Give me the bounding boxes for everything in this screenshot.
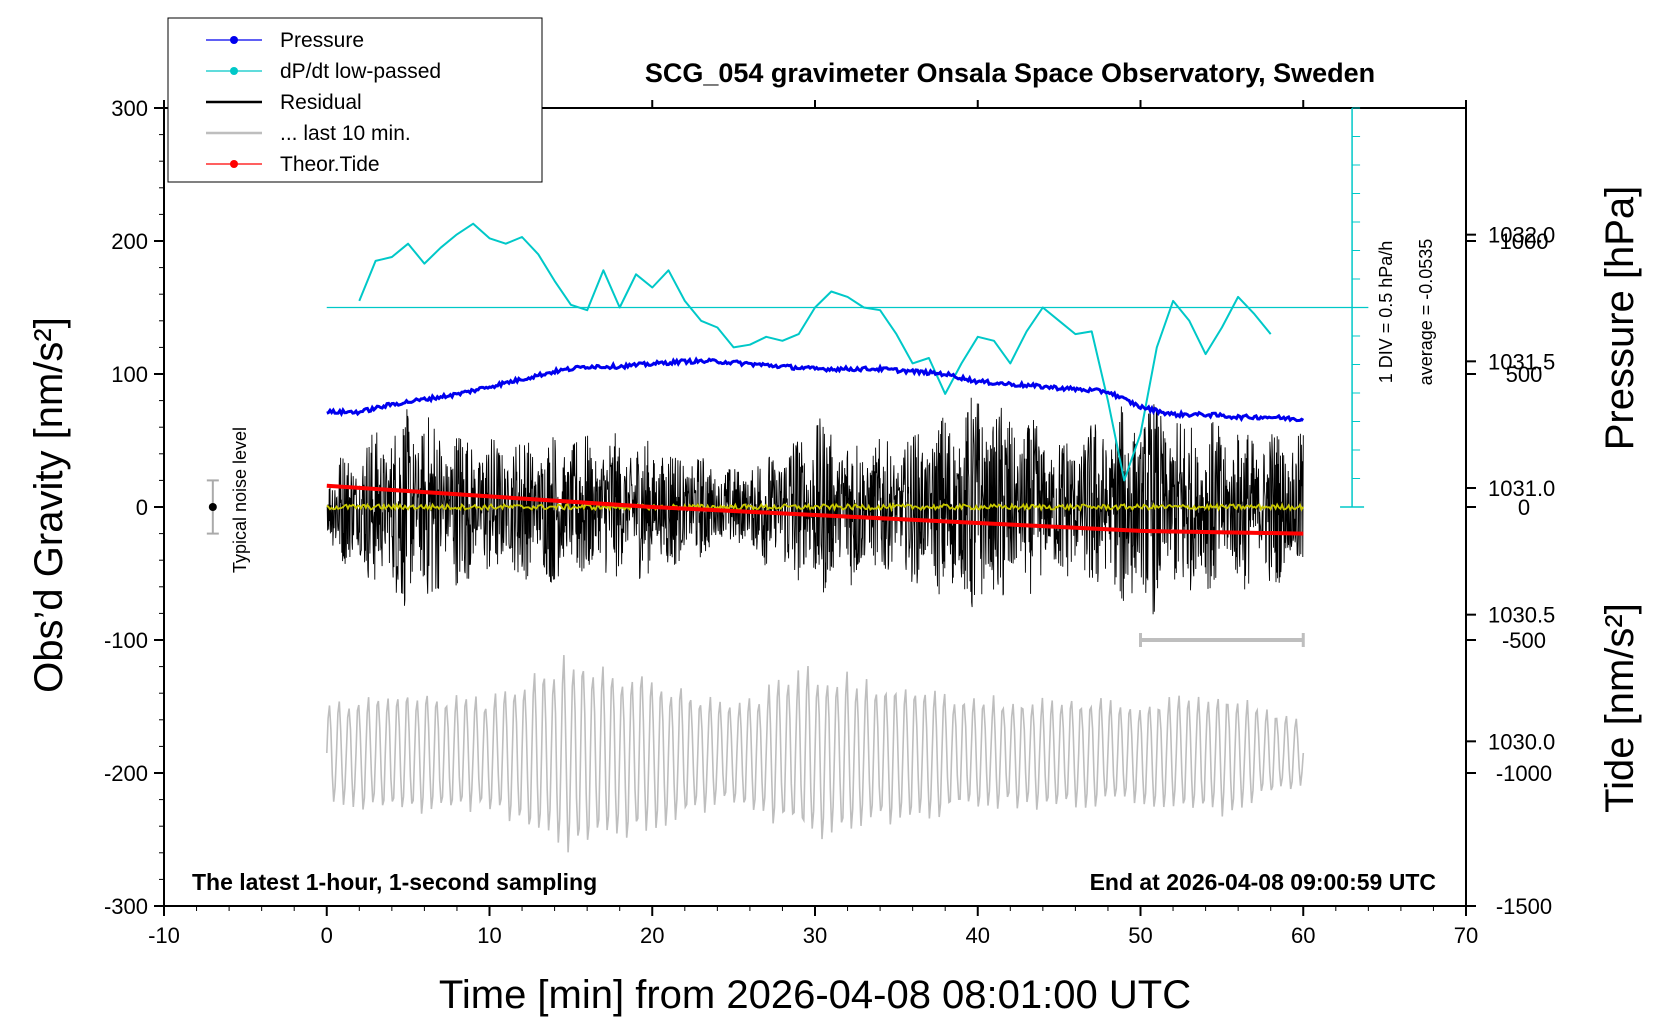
pressure-tick-label: 1031.5: [1488, 349, 1555, 374]
latest-hour-note: The latest 1-hour, 1-second sampling: [192, 869, 597, 895]
y-tick-label: 100: [111, 362, 148, 387]
tide-series: [326, 483, 1304, 536]
legend-label: dP/dt low-passed: [280, 60, 441, 83]
x-tick-label: -10: [148, 923, 180, 948]
x-axis-label: Time [min] from 2026-04-08 08:01:00 UTC: [439, 973, 1191, 1017]
div-scale-label: 1 DIV = 0.5 hPa/h: [1376, 241, 1396, 384]
pressure-tick-label: 1031.0: [1488, 476, 1555, 501]
legend-marker: [230, 160, 238, 168]
legend-label: ... last 10 min.: [280, 122, 411, 145]
dpdt-series: [358, 222, 1272, 482]
x-tick-label: 0: [321, 923, 333, 948]
legend-marker: [230, 67, 238, 75]
x-tick-label: 70: [1454, 923, 1478, 948]
tide-tick-label: -500: [1502, 628, 1546, 653]
y-tick-label: -200: [104, 761, 148, 786]
tide-tick-label: -1500: [1496, 894, 1552, 919]
y-tick-label: -300: [104, 894, 148, 919]
chart-title: SCG_054 gravimeter Onsala Space Observat…: [645, 58, 1375, 88]
average-label: average = -0.0535: [1416, 239, 1436, 386]
tide-tick-label: 0: [1518, 495, 1530, 520]
x-tick-label: 50: [1128, 923, 1152, 948]
legend-box: [167, 17, 543, 183]
legend-marker: [230, 36, 238, 44]
residual-series: [326, 397, 1304, 615]
x-tick-label: 60: [1291, 923, 1315, 948]
tide-tick-label: -1000: [1496, 761, 1552, 786]
x-tick-label: 40: [966, 923, 990, 948]
pressure-tick-label: 1030.5: [1488, 603, 1555, 628]
last-10-min-series: [326, 655, 1305, 853]
y-axis-label-left: Obs’d Gravity [nm/s²]: [27, 317, 71, 693]
y-tick-label: 0: [136, 495, 148, 520]
y-axis-label-pressure: Pressure [hPa]: [1598, 186, 1642, 451]
y-tick-label: -100: [104, 628, 148, 653]
pressure-tick-label: 1030.0: [1488, 729, 1555, 754]
y-tick-label: 300: [111, 96, 148, 121]
end-time-note: End at 2026-04-08 09:00:59 UTC: [1090, 869, 1436, 895]
x-tick-label: 20: [640, 923, 664, 948]
pressure-series: [326, 356, 1305, 423]
y-axis-label-tide: Tide [nm/s²]: [1598, 603, 1642, 813]
x-tick-label: 30: [803, 923, 827, 948]
residual-smoothed-line: [326, 502, 1305, 513]
legend-label: Residual: [280, 91, 362, 114]
chart-legend: Pressure dP/dt low-passed Residual ... last…: [167, 17, 543, 183]
noise-level-label: Typical noise level: [230, 427, 250, 573]
tide-tick-label: 1000: [1500, 229, 1549, 254]
x-tick-label: 10: [477, 923, 501, 948]
legend-label: Pressure: [280, 29, 364, 52]
y-tick-label: 200: [111, 229, 148, 254]
noise-level-dot: [208, 503, 217, 511]
legend-label: Theor.Tide: [280, 153, 380, 176]
tide-tick-label: 500: [1506, 362, 1543, 387]
pressure-tick-label: 1032.0: [1488, 223, 1555, 248]
